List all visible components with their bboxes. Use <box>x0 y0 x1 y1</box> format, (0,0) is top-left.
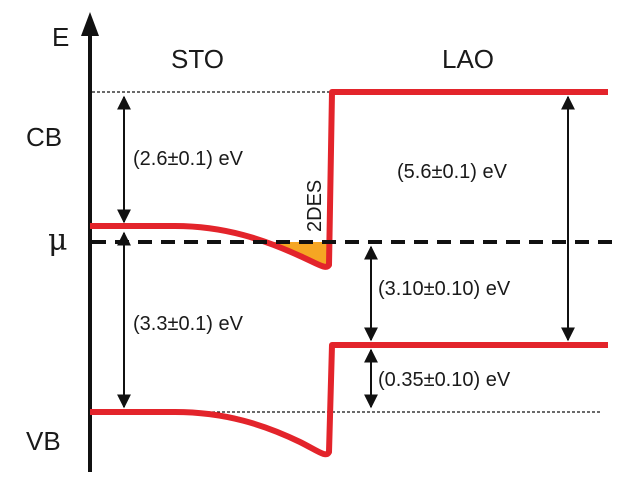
sto-label: STO <box>171 44 224 74</box>
sto-cb-gap-label: (2.6±0.1) eV <box>133 148 244 170</box>
mu-label: μ <box>48 223 68 258</box>
valence-band-edge <box>90 342 608 458</box>
conduction-band-edge <box>90 89 608 270</box>
cb-label: CB <box>26 122 62 152</box>
energy-axis-arrowhead <box>81 12 99 36</box>
valence-band-offset-label: (0.35±0.10) eV <box>378 369 511 391</box>
energy-axis-label: E <box>52 22 69 52</box>
vb-label: VB <box>26 426 61 456</box>
2des-label: 2DES <box>304 180 326 232</box>
sto-vb-gap-label: (3.3±0.1) eV <box>133 313 244 335</box>
lao-label: LAO <box>442 44 494 74</box>
lao-band-gap-label: (5.6±0.1) eV <box>397 161 508 183</box>
lao-vb-to-mu-label: (3.10±0.10) eV <box>378 278 511 300</box>
